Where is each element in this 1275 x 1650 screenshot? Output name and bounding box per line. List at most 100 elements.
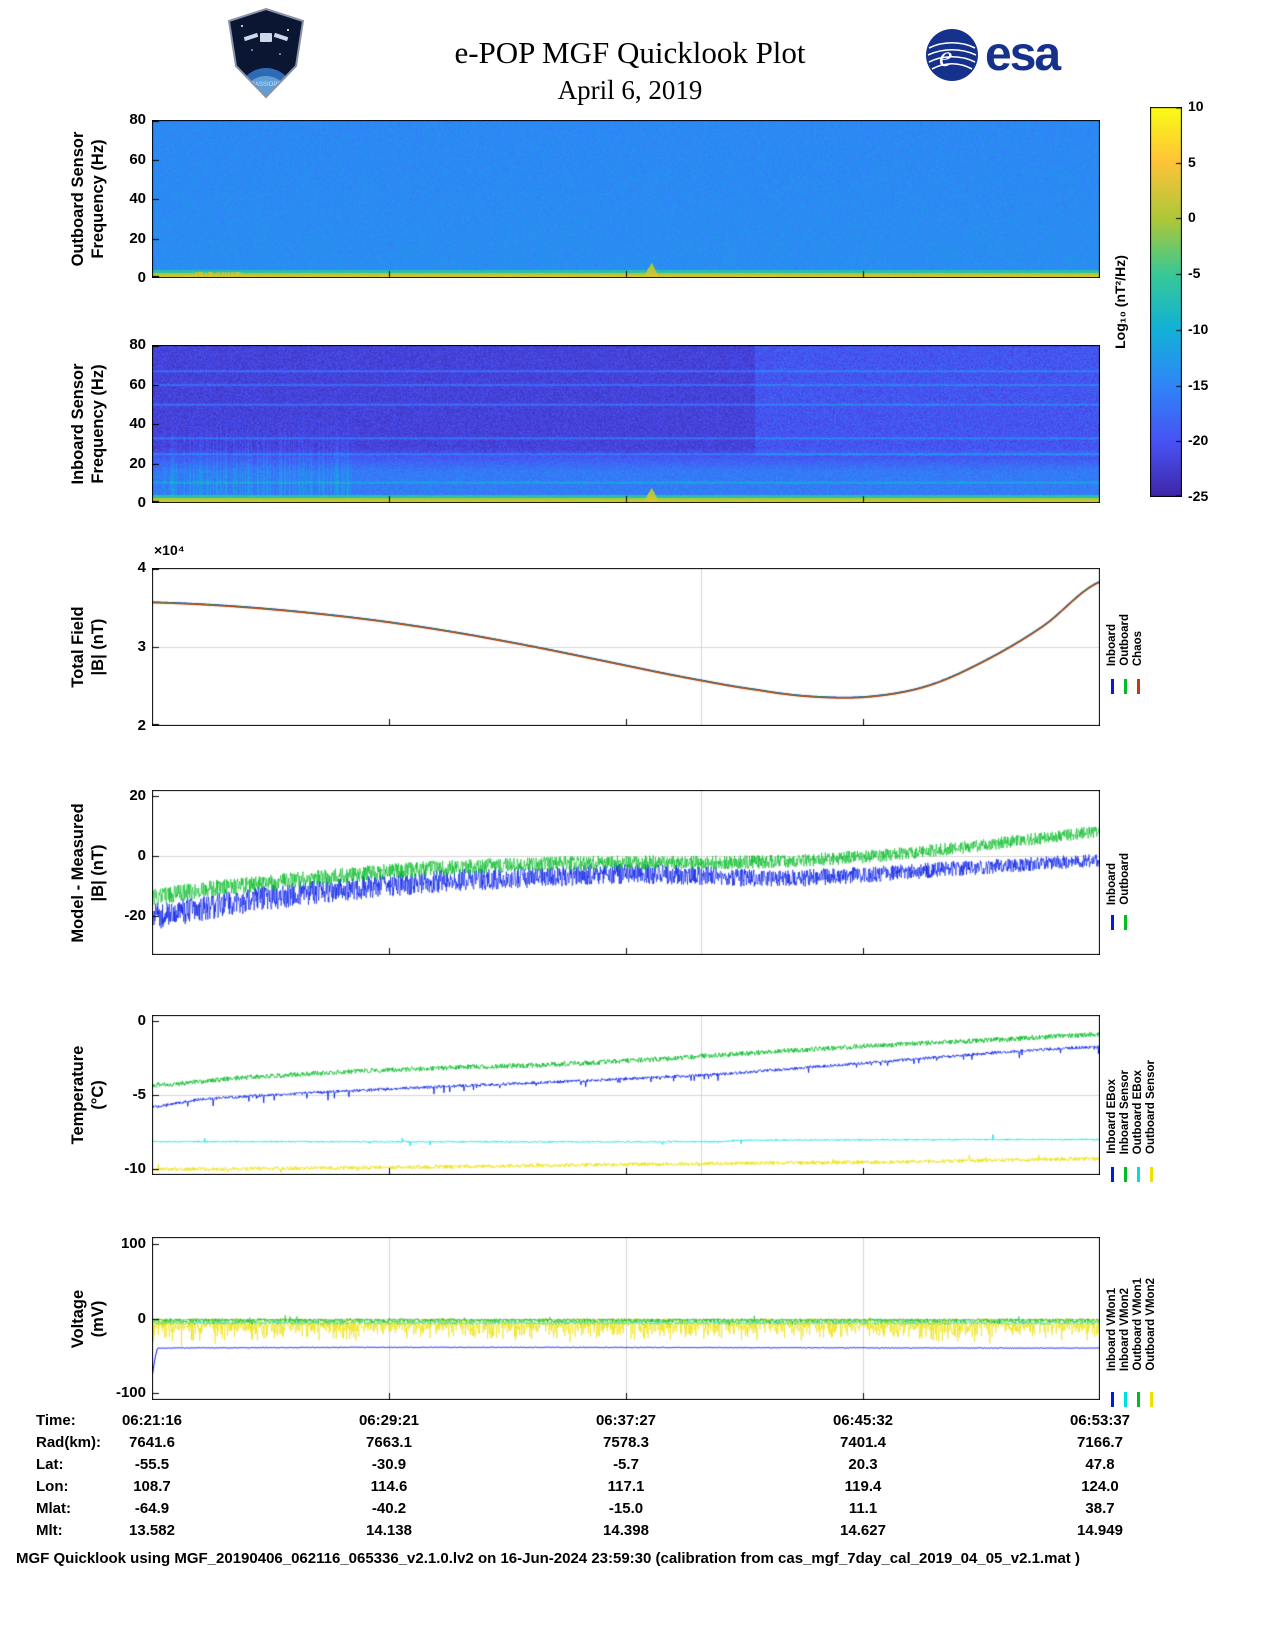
axis-row-label: Rad(km):: [36, 1434, 102, 1451]
ylabel-line: Temperature: [69, 1045, 87, 1145]
voltage-legend-labels: Inboard VMon1 Inboard VMon2 Outboard VMon1…: [1106, 1237, 1158, 1371]
esa-logo: e esa: [925, 28, 1061, 82]
plot-title: e-POP MGF Quicklook Plot: [454, 35, 806, 70]
cassiope-patch-text: CASSIOPE: [251, 82, 282, 88]
legend-marker-line: [1111, 1167, 1114, 1182]
legend-marker-line: [1124, 679, 1127, 694]
legend-label: Outboard: [1119, 853, 1131, 905]
y-tick-label: 60: [129, 150, 146, 168]
axis-value: 06:29:21: [358, 1412, 420, 1429]
axis-value: 13.582: [129, 1522, 175, 1539]
temperature-legend-labels: Inboard EBox Inboard Sensor Outboard EBox O…: [1106, 1015, 1158, 1154]
axis-row-label: Mlt:: [36, 1522, 63, 1539]
model-minus-measured-plot-area: [152, 790, 1100, 955]
footer-caption: MGF Quicklook using MGF_20190406_062116_…: [16, 1550, 1080, 1567]
y-tick-label: -20: [124, 907, 146, 924]
ylabel-line: Voltage: [69, 1289, 87, 1348]
axis-value: 06:37:27: [595, 1412, 657, 1429]
axis-value: -40.2: [371, 1500, 407, 1517]
colorbar: [1150, 107, 1182, 497]
y-tick-label: 0: [137, 494, 146, 511]
y-tick-label: 60: [129, 375, 146, 393]
panel-temperature: [152, 1015, 1100, 1175]
ylabel-line: Total Field: [69, 606, 87, 688]
legend-marker-line: [1137, 1392, 1140, 1407]
total-field-legend: Inboard Outboard Chaos: [1106, 568, 1164, 754]
legend-label: Inboard VMon1: [1106, 1287, 1118, 1371]
axis-row-label: Lat:: [36, 1456, 64, 1473]
axis-value: -15.0: [608, 1500, 644, 1517]
model-minus-measured-legend: Inboard Outboard: [1106, 790, 1164, 983]
axis-value: -64.9: [134, 1500, 170, 1517]
axis-value: -55.5: [134, 1456, 170, 1473]
axis-value: -5.7: [613, 1456, 639, 1473]
axis-value: 119.4: [844, 1478, 882, 1495]
axis-value: 114.6: [370, 1478, 408, 1495]
figure-header: e-POP MGF Quicklook Plot April 6, 2019: [310, 34, 950, 108]
y-tick-label: 4: [137, 559, 146, 576]
legend-label: Chaos: [1132, 630, 1144, 666]
temperature-legend: Inboard EBox Inboard Sensor Outboard EBox O…: [1106, 1015, 1164, 1203]
y-tick-label: -100: [115, 1383, 146, 1401]
temperature-plot-area: [152, 1015, 1100, 1175]
y-tick-label: -5: [132, 1086, 146, 1103]
axis-value: 47.8: [1085, 1456, 1115, 1473]
y-tick-label: 40: [129, 415, 146, 432]
colorbar-tick-label: -5: [1188, 265, 1201, 282]
panel-model-minus-measured: [152, 790, 1100, 955]
axis-value: 14.949: [1077, 1522, 1123, 1539]
cassiope-patch-graphic: CASSIOPE: [227, 7, 305, 99]
cassiope-mission-logo: CASSIOPE: [222, 6, 310, 105]
legend-label: Inboard Sensor: [1119, 1069, 1131, 1154]
y-tick-label: -10: [124, 1160, 146, 1178]
legend-marker-line: [1124, 915, 1127, 930]
y-tick-label: 20: [129, 787, 146, 804]
inboard-sensor-spectrogram-plot-area: [152, 345, 1100, 503]
total-field-plot-area: [152, 568, 1100, 726]
esa-emblem: e: [926, 29, 978, 81]
legend-marker-line: [1150, 1392, 1153, 1407]
y-tick-label: 100: [120, 1235, 146, 1253]
legend-marker-line: [1124, 1392, 1127, 1407]
y-tick-label: 0: [137, 1011, 146, 1029]
total-field-legend-markers: [1106, 679, 1145, 694]
legend-label: Outboard VMon1: [1132, 1278, 1144, 1371]
y-tick-label: 3: [137, 638, 146, 655]
axis-value: 06:53:37: [1069, 1412, 1131, 1429]
plot-date: April 6, 2019: [557, 75, 703, 105]
y-tick-label: 2: [137, 717, 146, 734]
y-tick-label: 40: [129, 190, 146, 207]
satellite-icon: [243, 32, 289, 42]
axis-value: 14.398: [603, 1522, 649, 1539]
colorbar-tick-label: -15: [1188, 376, 1209, 393]
ylabel-line: Outboard Sensor: [69, 131, 87, 267]
esa-wordmark: esa: [985, 28, 1061, 81]
axis-value: 7663.1: [366, 1434, 412, 1451]
esa-emblem-letter: e: [939, 40, 952, 73]
axis-value: 06:45:32: [832, 1412, 894, 1429]
y-axis-offset-label: ×10⁴: [154, 542, 185, 558]
ylabel-line: Inboard Sensor: [69, 363, 87, 485]
voltage-legend: Inboard VMon1 Inboard VMon2 Outboard VMon1…: [1106, 1237, 1164, 1428]
model-minus-measured-legend-markers: [1106, 915, 1132, 930]
axis-value: -30.9: [371, 1456, 407, 1473]
axis-value: 117.1: [607, 1478, 645, 1495]
legend-marker-line: [1111, 915, 1114, 930]
panel-inboard-sensor-spectrogram: [152, 345, 1100, 503]
legend-label: Inboard: [1106, 862, 1118, 905]
legend-marker-line: [1124, 1167, 1127, 1182]
legend-label: Inboard: [1106, 623, 1118, 666]
y-tick-label: 20: [129, 454, 146, 472]
axis-value: 11.1: [848, 1500, 878, 1517]
legend-marker-line: [1111, 679, 1114, 694]
y-tick-label: 0: [137, 1309, 146, 1327]
axis-row-label: Mlat:: [36, 1500, 71, 1517]
legend-label: Outboard EBox: [1132, 1069, 1144, 1154]
axis-value: 7578.3: [603, 1434, 649, 1451]
ylabel-line: Model - Measured: [69, 802, 87, 943]
temperature-legend-markers: [1106, 1167, 1158, 1182]
axis-value: 38.7: [1085, 1500, 1115, 1517]
axis-value: 7166.7: [1077, 1434, 1123, 1451]
axis-value: 20.3: [848, 1456, 878, 1473]
